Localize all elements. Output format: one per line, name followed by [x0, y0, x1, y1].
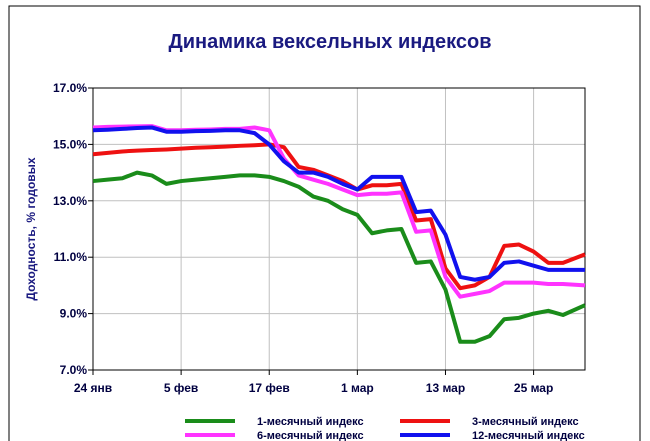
legend-label: 6-месячный индекс	[257, 430, 364, 441]
legend-label: 1-месячный индекс	[257, 416, 364, 428]
plot-area	[92, 87, 586, 371]
y-tick-label: 17.0%	[53, 81, 87, 95]
legend-label: 3-месячный индекс	[472, 416, 579, 428]
chart-frame	[8, 5, 641, 441]
legend-label: 12-месячный индекс	[472, 430, 585, 441]
x-tick-label: 13 мар	[426, 381, 465, 395]
x-tick-label: 25 мар	[514, 381, 553, 395]
line-series	[92, 125, 585, 282]
x-tick-label: 17 фев	[249, 381, 290, 395]
y-tick-label: 15.0%	[53, 137, 87, 151]
y-tick-label: 11.0%	[54, 250, 88, 264]
x-tick-label: 5 фев	[164, 381, 198, 395]
x-tick-label: 24 янв	[74, 381, 112, 395]
y-tick-label: 9.0%	[60, 307, 88, 321]
x-tick-label: 1 мар	[341, 381, 374, 395]
y-tick-label: 13.0%	[53, 194, 87, 208]
line-series	[92, 170, 586, 344]
chart-title: Динамика вексельных индексов	[168, 31, 491, 53]
y-axis-label: Доходность, % годовых	[24, 157, 38, 300]
y-tick-label: 7.0%	[60, 363, 88, 377]
